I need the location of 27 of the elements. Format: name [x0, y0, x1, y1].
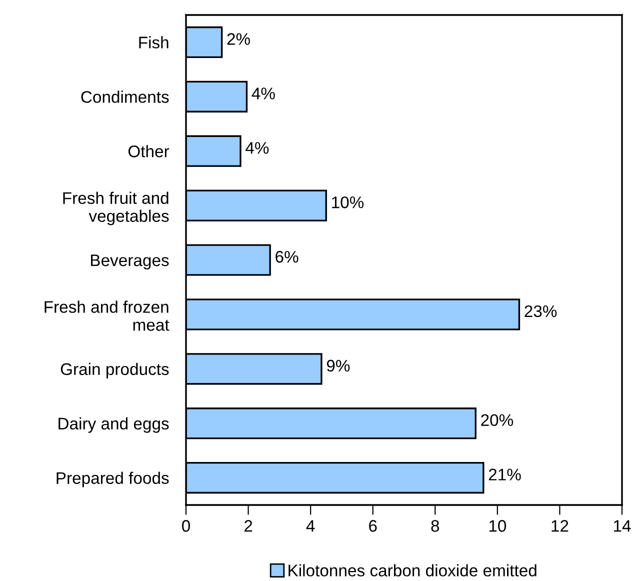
- legend-label: Kilotonnes carbon dioxide emitted: [288, 564, 536, 576]
- x-tick-label: 10: [489, 520, 506, 532]
- annotation: 6%: [276, 250, 298, 263]
- y-tick-label: Beverages: [91, 254, 169, 270]
- annotation: 9%: [326, 360, 350, 372]
- y-tick-label: Grain products: [60, 362, 169, 378]
- x-tick-label: 12: [552, 520, 568, 532]
- annotation: 4%: [246, 142, 269, 154]
- annotation: 23%: [524, 305, 557, 318]
- y-tick-label: Fresh fruit and vegetables: [63, 192, 169, 226]
- y-tick-label: Condiments: [81, 90, 169, 103]
- y-tick-label: Fresh and frozen meat: [44, 300, 170, 331]
- x-tick-label: 14: [614, 520, 631, 532]
- y-tick-label: Dairy and eggs: [58, 417, 169, 433]
- y-tick-label: Other: [128, 145, 170, 158]
- x-tick-label: 6: [369, 520, 377, 532]
- annotation: 4%: [252, 88, 275, 100]
- annotation: 2%: [227, 33, 250, 45]
- x-tick-label: 2: [244, 520, 252, 532]
- x-tick-label: 0: [182, 520, 190, 532]
- annotation: 10%: [332, 196, 364, 208]
- x-tick-label: 4: [306, 520, 315, 532]
- y-tick-label: Prepared foods: [56, 472, 169, 488]
- y-tick-label: Fish: [139, 36, 168, 48]
- x-tick-label: 8: [431, 520, 440, 532]
- annotation: 21%: [488, 468, 521, 480]
- annotation: 20%: [481, 414, 514, 426]
